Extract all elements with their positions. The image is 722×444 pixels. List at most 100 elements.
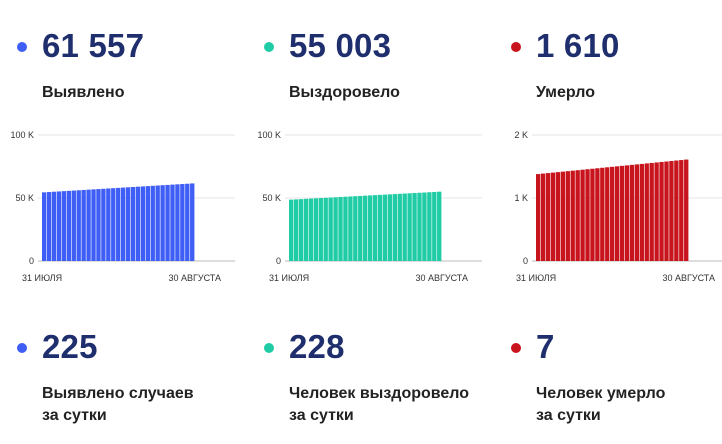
y-tick-label: 100 K <box>10 130 34 140</box>
detected-daily-dot <box>17 343 27 353</box>
detected-daily: 225 <box>42 328 98 365</box>
x-tick-label-end: 30 АВГУСТА <box>662 273 715 283</box>
bar <box>106 188 111 261</box>
deaths-dot <box>511 42 521 52</box>
bar <box>674 160 679 261</box>
bar <box>664 161 669 261</box>
bar <box>367 195 373 261</box>
bar <box>135 186 141 261</box>
x-tick-label-end: 30 АВГУСТА <box>168 273 221 283</box>
bar <box>313 198 319 261</box>
bar <box>81 189 86 261</box>
bar <box>308 198 314 261</box>
bar <box>619 165 625 261</box>
bar <box>51 191 57 261</box>
y-tick-label: 100 K <box>257 130 281 140</box>
bar <box>46 192 52 261</box>
bar <box>120 187 126 261</box>
bar <box>382 194 388 261</box>
bar <box>145 186 150 261</box>
bar <box>679 160 684 261</box>
bar <box>595 168 600 261</box>
bar <box>550 172 556 261</box>
bar <box>116 187 121 261</box>
bar <box>540 173 546 261</box>
deaths-daily-label-1: Человек умерло <box>536 385 666 402</box>
bar <box>333 197 338 261</box>
bar <box>353 196 358 261</box>
bar <box>140 186 146 261</box>
bar <box>150 185 155 261</box>
bar <box>669 161 674 261</box>
bar <box>170 184 175 261</box>
detected-total: 61 557 <box>42 27 145 64</box>
bar <box>318 198 323 261</box>
bar <box>659 161 664 261</box>
bar <box>165 184 170 261</box>
bar <box>590 168 595 261</box>
bar <box>629 164 635 261</box>
bar <box>614 166 620 261</box>
x-tick-label-start: 31 ИЮЛЯ <box>269 273 309 283</box>
bar <box>190 183 195 261</box>
deaths-daily-dot <box>511 343 521 353</box>
bar <box>130 186 136 261</box>
bar <box>649 162 654 261</box>
bar <box>684 159 689 261</box>
bar <box>560 171 566 261</box>
bar <box>407 193 412 261</box>
deaths-total-label: Умерло <box>536 84 595 101</box>
y-tick-label: 0 <box>276 256 281 266</box>
bar <box>392 194 397 261</box>
y-tick-label: 0 <box>29 256 34 266</box>
bar <box>639 163 644 261</box>
bar <box>86 189 91 261</box>
bar <box>56 191 62 261</box>
deaths-chart: 0 1 K 2 K 31 ИЮЛЯ 30 АВГУСТА <box>514 130 722 283</box>
bar <box>605 167 610 261</box>
bar <box>585 169 590 261</box>
bar <box>111 188 116 261</box>
bar <box>610 166 615 261</box>
bar <box>372 195 378 261</box>
bar <box>358 195 363 261</box>
bar <box>397 193 402 261</box>
detected-total-label: Выявлено <box>42 84 125 101</box>
detected-daily-label-1: Выявлено случаев <box>42 385 194 402</box>
bar <box>432 191 437 261</box>
bar <box>377 194 383 261</box>
x-tick-label-start: 31 ИЮЛЯ <box>516 273 556 283</box>
bar <box>575 170 580 261</box>
bar <box>61 191 67 261</box>
bar <box>298 199 304 261</box>
detected-dot <box>17 42 27 52</box>
detected-chart: 0 50 K 100 K 31 ИЮЛЯ 30 АВГУСТА <box>10 130 235 283</box>
y-tick-label: 2 K <box>514 130 528 140</box>
bar <box>101 188 106 261</box>
bar <box>417 192 422 261</box>
bar <box>363 195 368 261</box>
bar <box>545 173 551 261</box>
deaths-daily: 7 <box>536 328 555 365</box>
recovered-daily-dot <box>264 343 274 353</box>
bar <box>654 162 659 261</box>
y-tick-label: 50 K <box>15 193 34 203</box>
bar <box>328 197 333 261</box>
bar <box>422 192 427 261</box>
bar <box>289 199 294 261</box>
bar <box>580 169 585 261</box>
bar <box>427 192 432 261</box>
bar <box>402 193 407 261</box>
bar <box>570 170 575 261</box>
recovered-daily-label-2: за сутки <box>289 407 354 424</box>
y-tick-label: 50 K <box>262 193 281 203</box>
bar <box>600 167 605 261</box>
x-tick-label-start: 31 ИЮЛЯ <box>22 273 62 283</box>
recovered-daily: 228 <box>289 328 345 365</box>
bar <box>180 184 185 261</box>
bar <box>160 185 165 261</box>
bar <box>387 194 393 261</box>
deaths-total: 1 610 <box>536 27 620 64</box>
bar <box>624 165 630 261</box>
